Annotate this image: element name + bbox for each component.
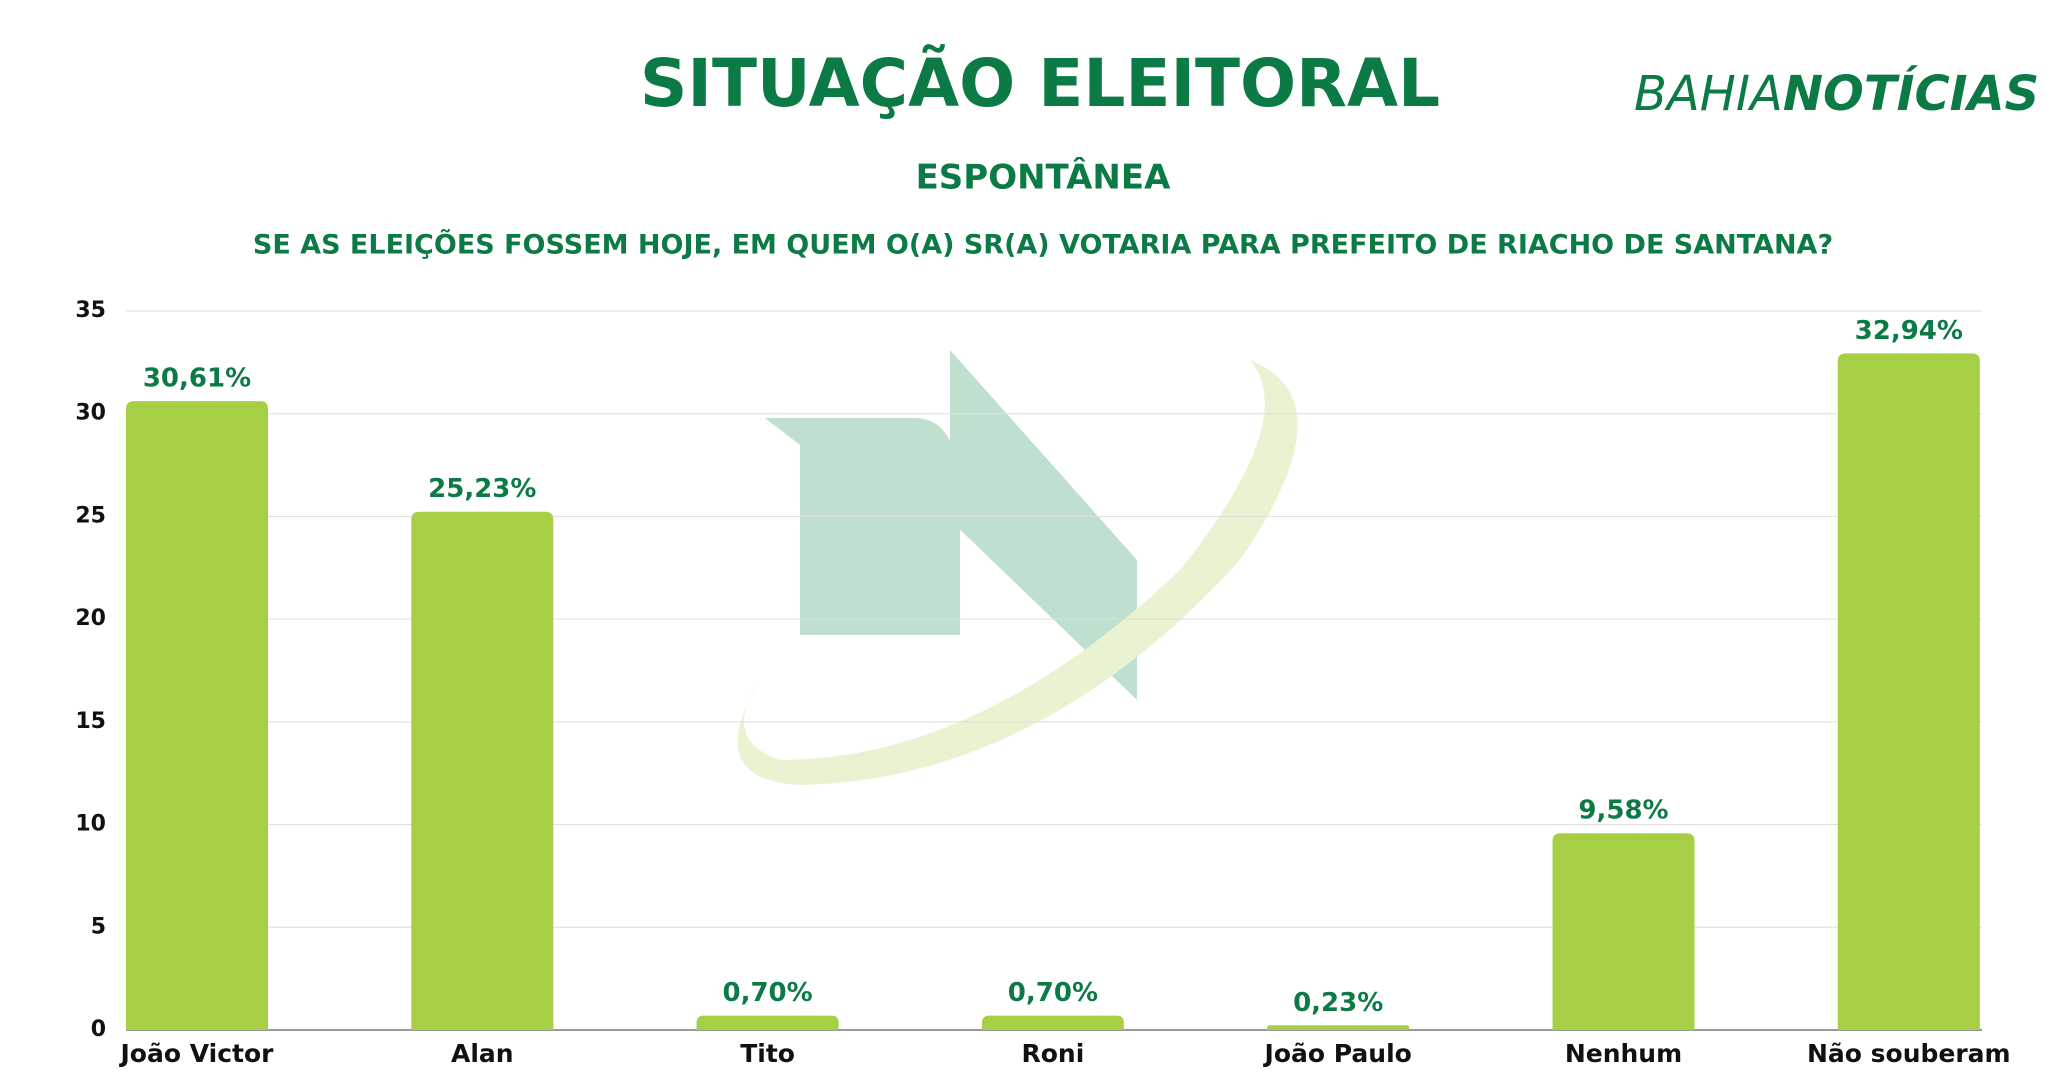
y-tick-label: 30 [75, 401, 106, 426]
value-label: 32,94% [1855, 316, 1963, 346]
y-tick-label: 15 [75, 709, 106, 734]
brand: BAHIANOTÍCIAS [1634, 65, 2039, 122]
value-label: 30,61% [143, 364, 251, 394]
value-label: 0,23% [1293, 988, 1383, 1018]
bar [126, 401, 268, 1031]
chart-subtitle: ESPONTÂNEA [916, 157, 1172, 198]
y-tick-label: 35 [75, 298, 106, 323]
bar [1267, 1025, 1410, 1030]
bar [1837, 353, 1980, 1030]
bar [981, 1015, 1124, 1030]
chart-question: SE AS ELEIÇÕES FOSSEM HOJE, EM QUEM O(A)… [253, 229, 1833, 261]
x-tick-label: João Paulo [1263, 1039, 1412, 1068]
x-tick-label: Roni [1022, 1039, 1085, 1068]
watermark [737, 350, 1298, 785]
value-label: 9,58% [1578, 796, 1668, 826]
bar [411, 511, 554, 1030]
brand-bold: NOTÍCIAS [1783, 65, 2039, 122]
y-tick-label: 10 [75, 812, 106, 837]
brand-light: BAHIA [1634, 66, 1783, 122]
value-label: 0,70% [722, 978, 812, 1008]
x-tick-label: Alan [451, 1039, 514, 1068]
value-label: 0,70% [1008, 978, 1098, 1008]
chart-title: SITUAÇÃO ELEITORAL [640, 44, 1440, 122]
bar [696, 1015, 839, 1030]
x-tick-label: Tito [740, 1039, 795, 1068]
bar [1552, 833, 1695, 1030]
y-tick-label: 25 [75, 503, 106, 528]
y-tick-label: 20 [75, 606, 106, 631]
value-label: 25,23% [428, 474, 536, 504]
y-tick-label: 5 [91, 914, 106, 939]
x-tick-label: Nenhum [1565, 1039, 1682, 1068]
x-tick-label: João Victor [119, 1039, 275, 1068]
y-tick-label: 0 [91, 1017, 106, 1042]
x-tick-label: Não souberam [1807, 1039, 2011, 1068]
